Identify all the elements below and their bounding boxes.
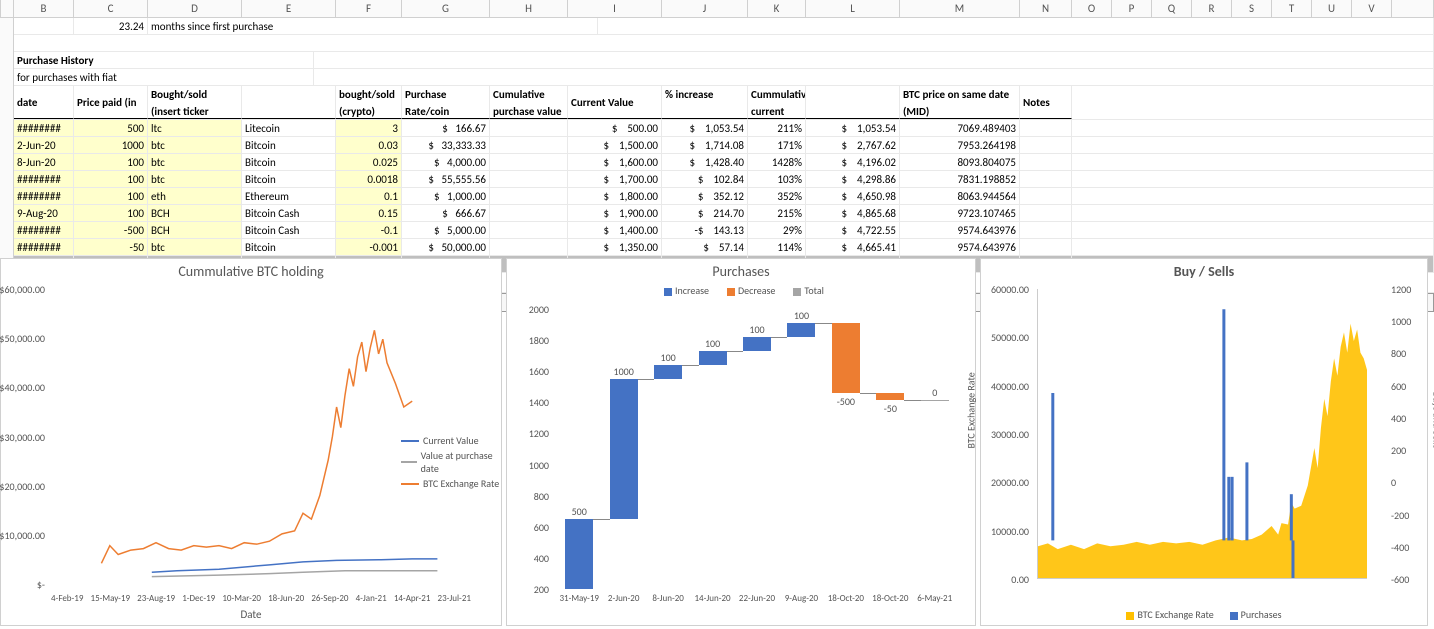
table-row[interactable]: 9-Aug-20 100 BCH Bitcoin Cash 0.15 $ 666… xyxy=(14,205,1434,222)
chart3-y2-label: Buys and Sells xyxy=(1431,392,1434,449)
hdr-notes: Notes xyxy=(1020,86,1072,119)
chart3-title: Buy / Sells xyxy=(981,259,1427,280)
table-row[interactable]: ######## 500 ltc Litecoin 3 $ 166.67 $ 5… xyxy=(14,120,1434,137)
hdr-cur: Current Value xyxy=(568,86,662,119)
chart3-legend: BTC Exchange RatePurchases xyxy=(981,608,1427,621)
hdr-btc: BTC price on same date (MID) xyxy=(900,86,1020,119)
table-row[interactable]: ######## 100 eth Ethereum 0.1 $ 1,000.00… xyxy=(14,188,1434,205)
table-row[interactable]: 8-Jun-20 100 btc Bitcoin 0.025 $ 4,000.0… xyxy=(14,154,1434,171)
chart2-title: Purchases xyxy=(507,259,975,280)
hdr-crypto: bought/sold (crypto) xyxy=(336,86,402,119)
hdr-cum-p: Cumulative purchase value xyxy=(490,86,568,119)
column-headers: BC DE FG HI JK LM N OP QR ST UV xyxy=(0,0,1434,18)
hdr-cum-c: Cummulative current value xyxy=(748,86,806,119)
hdr-rate: Purchase Rate/coin xyxy=(402,86,490,119)
months-value[interactable]: 23.24 xyxy=(74,18,148,34)
hdr-date: date xyxy=(14,86,74,119)
table-row[interactable]: ######## -500 BCH Bitcoin Cash -0.1 $ 5,… xyxy=(14,222,1434,239)
section-subtitle: for purchases with fiat xyxy=(14,69,314,85)
hdr-pct: % increase xyxy=(662,86,748,119)
chart-buy-sells[interactable]: Buy / Sells 60000.0050000.0040000.003000… xyxy=(980,258,1428,626)
section-title: Purchase History xyxy=(14,52,314,68)
table-row[interactable]: ######## -50 btc Bitcoin -0.001 $ 50,000… xyxy=(14,239,1434,256)
chart1-legend: Current ValueValue at purchase dateBTC E… xyxy=(401,434,501,492)
chart-cumulative-btc[interactable]: Cummulative BTC holding $60,000.00$50,00… xyxy=(0,258,502,626)
chart1-xlabel: Date xyxy=(1,608,501,621)
chart2-legend: IncreaseDecreaseTotal xyxy=(507,284,975,297)
table-row[interactable]: ######## 100 btc Bitcoin 0.0018 $ 55,555… xyxy=(14,171,1434,188)
chart3-y1-label: BTC Exchange Rate xyxy=(965,372,978,448)
hdr-ticker: Bought/sold (insert ticker xyxy=(148,86,242,119)
table-row[interactable]: 2-Jun-20 1000 btc Bitcoin 0.03 $ 33,333.… xyxy=(14,137,1434,154)
hdr-price: Price paid (in xyxy=(74,86,148,119)
chart-purchases[interactable]: Purchases IncreaseDecreaseTotal 20001800… xyxy=(506,258,976,626)
months-label: months since first purchase xyxy=(148,18,598,34)
chart1-title: Cummulative BTC holding xyxy=(1,259,501,280)
